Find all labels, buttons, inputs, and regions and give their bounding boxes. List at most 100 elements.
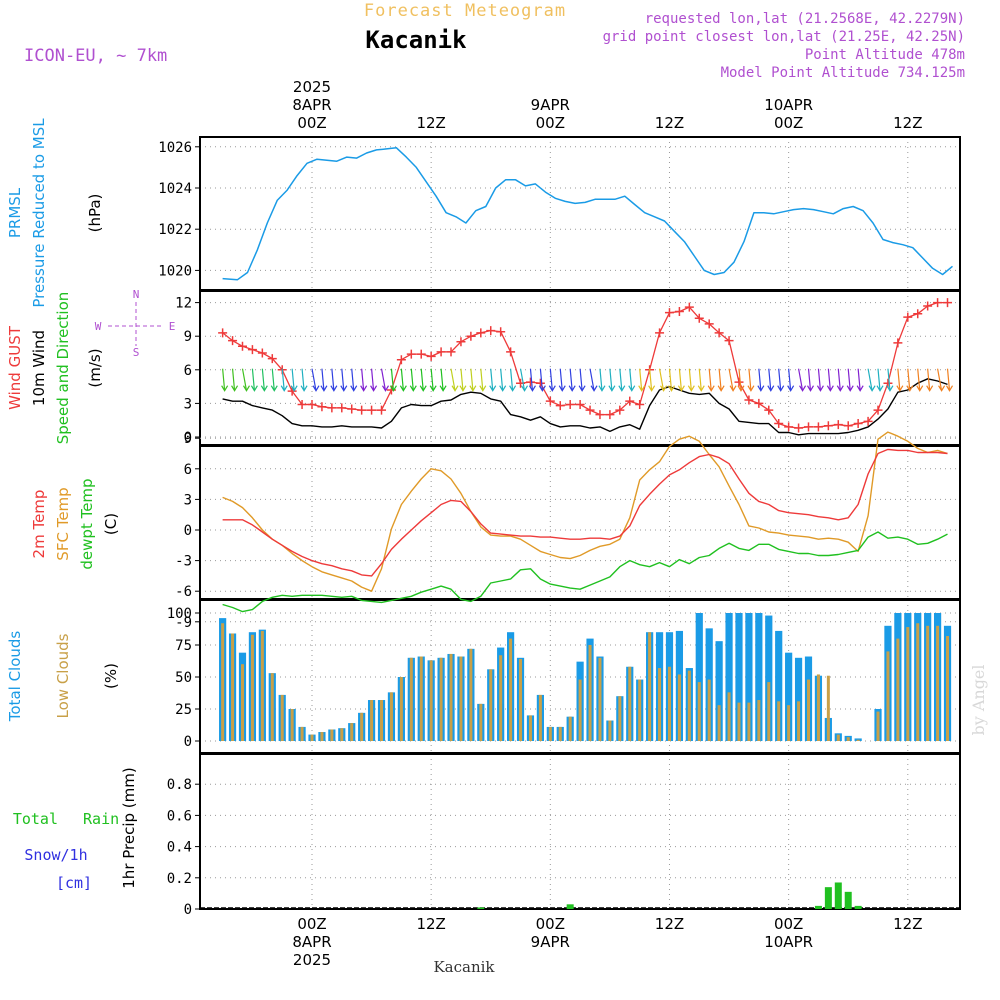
gust-marker — [297, 400, 307, 410]
low-cloud-bar — [419, 656, 423, 741]
low-cloud-bar — [797, 701, 801, 741]
gust-marker — [585, 405, 595, 415]
wind-direction-arrow — [389, 368, 397, 392]
gust-marker — [625, 396, 635, 406]
low-cloud-bar — [578, 679, 582, 741]
gust-marker — [496, 327, 506, 337]
wind-direction-arrow — [548, 368, 556, 392]
gust-marker — [367, 405, 377, 415]
low-cloud-bar — [697, 682, 701, 741]
low-cloud-bar — [479, 703, 483, 741]
low-cloud-bar — [816, 674, 820, 741]
model-label: ICON-EU, ~ 7km — [24, 46, 167, 66]
time-label-top: 12Z — [655, 114, 684, 132]
low-cloud-bar — [667, 666, 671, 741]
wind-direction-arrow — [648, 368, 656, 392]
gust-marker — [218, 328, 228, 338]
total-cloud-bar — [725, 613, 733, 741]
low-cloud-bar — [717, 705, 721, 741]
point-altitude: Point Altitude 478m — [805, 47, 965, 63]
wind-direction-arrow — [777, 368, 785, 392]
time-label-top: 00Z — [774, 114, 803, 132]
low-cloud-bar — [250, 634, 254, 741]
low-cloud-bar — [449, 653, 453, 741]
low-cloud-bar — [399, 677, 403, 741]
total-cloud-bar — [755, 613, 763, 741]
wind-direction-arrow — [687, 368, 695, 392]
wind-direction-arrow — [916, 368, 924, 392]
rain-bar — [566, 904, 574, 909]
low-cloud-bar — [608, 720, 612, 741]
wind-direction-arrow — [300, 368, 308, 392]
gust-marker — [694, 313, 704, 323]
low-cloud-bar — [598, 657, 602, 741]
panel-label: 10m Wind — [30, 330, 48, 406]
wind-direction-arrow — [856, 368, 864, 392]
ytick-label: 1020 — [158, 263, 192, 279]
gust-marker — [565, 400, 575, 410]
wind-direction-arrow — [538, 368, 546, 392]
gust-marker — [575, 400, 585, 410]
wind-direction-arrow — [876, 368, 884, 392]
ytick-label: 0.8 — [167, 777, 192, 793]
gust-marker — [903, 312, 913, 322]
wind-direction-arrow — [697, 368, 705, 392]
rain-bar — [844, 891, 852, 909]
wind-direction-arrow — [270, 368, 278, 392]
wind-direction-arrow — [260, 368, 268, 392]
low-cloud-bar — [320, 732, 324, 741]
precip-label-cm: [cm] — [56, 874, 92, 892]
low-cloud-bar — [360, 712, 364, 741]
wind-direction-arrow — [450, 368, 459, 392]
gust-marker — [913, 309, 923, 319]
wind-direction-arrow — [667, 368, 675, 392]
ytick-label: 6 — [184, 462, 192, 478]
gust-marker — [674, 307, 684, 317]
gust-marker — [406, 349, 416, 359]
wind-direction-arrow — [589, 368, 598, 392]
low-cloud-bar — [876, 711, 880, 741]
rain-bar — [477, 907, 485, 909]
wind-direction-arrow — [747, 368, 755, 392]
low-cloud-bar — [737, 702, 741, 741]
compass-south: S — [133, 346, 140, 359]
panel-label: Total Clouds — [6, 631, 24, 723]
ytick-label: 1022 — [158, 222, 192, 238]
wind-direction-arrow — [290, 368, 298, 392]
panel-label: 2m Temp — [30, 490, 48, 559]
low-cloud-bar — [300, 726, 304, 741]
low-cloud-bar — [469, 648, 473, 741]
low-cloud-bar — [916, 623, 920, 741]
wind-direction-arrow — [459, 368, 467, 392]
wind-direction-arrow — [311, 368, 320, 392]
ytick-label: 0 — [184, 734, 192, 750]
ytick-label: 0 — [184, 430, 192, 446]
gust-marker — [804, 422, 813, 432]
wind-direction-arrow — [519, 368, 529, 392]
footer-station: Kacanik — [433, 958, 495, 976]
gust-marker — [595, 410, 605, 420]
wind10m-line — [222, 378, 948, 436]
low-cloud-bar — [499, 655, 503, 741]
wind-direction-arrow — [906, 368, 914, 392]
wind-direction-arrow — [429, 368, 437, 392]
wind-direction-arrow — [370, 368, 378, 392]
ytick-label: 3 — [184, 396, 192, 412]
gust-marker — [357, 405, 367, 415]
time-label-top: 00Z — [297, 114, 326, 132]
wind-direction-arrow — [241, 368, 251, 392]
time-label: 00Z — [536, 915, 565, 933]
low-cloud-bar — [658, 668, 662, 741]
time-label-top: 8APR — [292, 96, 331, 114]
gust-marker — [426, 351, 436, 361]
low-cloud-bar — [509, 638, 513, 741]
gust-marker — [317, 402, 327, 412]
ytick-label: -9 — [175, 615, 192, 631]
wind-direction-arrow — [320, 368, 328, 392]
low-cloud-bar — [489, 669, 493, 741]
rain-bar — [824, 887, 832, 909]
wind-direction-arrow — [816, 368, 824, 392]
wind-direction-arrow — [846, 368, 854, 392]
low-cloud-bar — [767, 682, 771, 741]
gust-marker — [377, 405, 387, 415]
